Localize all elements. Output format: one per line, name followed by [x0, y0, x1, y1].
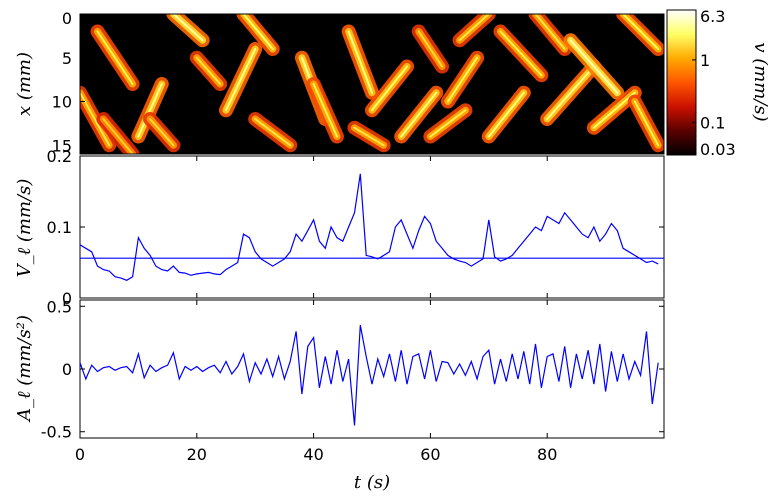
- colorbar-ticks: 6.3 1 0.1 0.03: [692, 7, 736, 159]
- heatmap-band: [90, 24, 140, 91]
- acceleration-frame: [79, 299, 665, 439]
- heatmap-band: [563, 33, 625, 100]
- heatmap-band: [166, 14, 210, 48]
- heatmap-frame: [79, 13, 665, 155]
- heatmap-band: [528, 14, 572, 56]
- heatmap-band: [248, 112, 298, 153]
- heatmap-band: [411, 24, 450, 74]
- heatmap-band: [423, 103, 473, 144]
- x-tick-label: 20: [187, 445, 207, 464]
- colorbar: 6.3 1 0.1 0.03 v (mm/s): [666, 7, 768, 159]
- heatmap-panel: 0 5 10 15 x (mm): [14, 9, 665, 155]
- heatmap-band: [236, 14, 280, 56]
- heatmap-band: [365, 59, 415, 118]
- x-tick-label: 0: [75, 445, 85, 464]
- velocity-series: [80, 173, 664, 281]
- velocity-series-0: [80, 173, 659, 281]
- velocity-frame: [79, 155, 665, 299]
- heatmap-band: [481, 85, 531, 144]
- velocity-y-tick-label: 0: [62, 289, 72, 308]
- velocity-y-ticks: 0 0.1 0.2: [47, 147, 664, 308]
- colorbar-label: v (mm/s): [750, 42, 768, 121]
- colorbar-tick-label: 0.03: [700, 140, 736, 159]
- heatmap-y-tick-label: 0: [62, 9, 72, 28]
- acceleration-series-0: [80, 324, 659, 426]
- heatmap-y-tick-label: 5: [62, 49, 72, 68]
- acceleration-panel: -0.500.5 0 20 40 60 80 A_ℓ (mm/s²) t (s): [14, 156, 665, 493]
- heatmap-band: [394, 85, 444, 144]
- heatmap-band: [627, 94, 664, 153]
- x-tick-label: 60: [420, 445, 440, 464]
- heatmap-band: [219, 42, 263, 118]
- colorbar-tick-label: 1: [700, 51, 710, 70]
- time-xlabel: t (s): [354, 472, 390, 493]
- heatmap-band: [493, 24, 549, 83]
- heatmap-ylabel: x (mm): [14, 52, 35, 116]
- acceleration-y-tick-label: 0: [62, 360, 72, 379]
- heatmap-band: [96, 112, 140, 154]
- colorbar-tick-label: 6.3: [700, 7, 725, 26]
- acceleration-y-tick-label: -0.5: [41, 423, 72, 442]
- colorbar-tick-label: 0.1: [700, 113, 725, 132]
- velocity-ylabel: V_ℓ (mm/s): [14, 179, 35, 278]
- heatmap-band: [143, 112, 181, 153]
- heatmap-band: [616, 14, 664, 56]
- heatmap-y-tick-label: 15: [52, 136, 72, 155]
- acceleration-ylabel: A_ℓ (mm/s²): [14, 315, 35, 423]
- heatmap-y-tick-label: 10: [52, 93, 72, 112]
- x-tick-label: 80: [537, 445, 557, 464]
- heatmap-band: [452, 14, 496, 48]
- x-tick-label: 40: [303, 445, 323, 464]
- shared-x-ticks: 0 20 40 60 80: [75, 156, 557, 464]
- velocity-y-tick-label: 0.1: [47, 218, 72, 237]
- acceleration-y-tick-label: 0.5: [47, 297, 72, 316]
- heatmap-band: [347, 120, 391, 153]
- heatmap-y-ticks: 0 5 10 15: [52, 9, 85, 155]
- heatmap-band: [189, 50, 228, 91]
- heatmap-band: [341, 24, 379, 100]
- heatmap-band: [540, 59, 601, 126]
- acceleration-series: [80, 324, 659, 426]
- heatmap-band: [131, 77, 169, 144]
- velocity-y-tick-label: 0.2: [47, 147, 72, 166]
- heatmap-bands: [80, 14, 664, 154]
- heatmap-band: [440, 50, 485, 109]
- heatmap-band: [586, 85, 642, 135]
- acceleration-y-ticks: -0.5 0 0.5: [41, 297, 664, 442]
- heatmap-band: [306, 77, 344, 144]
- velocity-panel: 0 0.1 0.2 V_ℓ (mm/s): [14, 147, 665, 308]
- colorbar-gradient: [666, 9, 697, 156]
